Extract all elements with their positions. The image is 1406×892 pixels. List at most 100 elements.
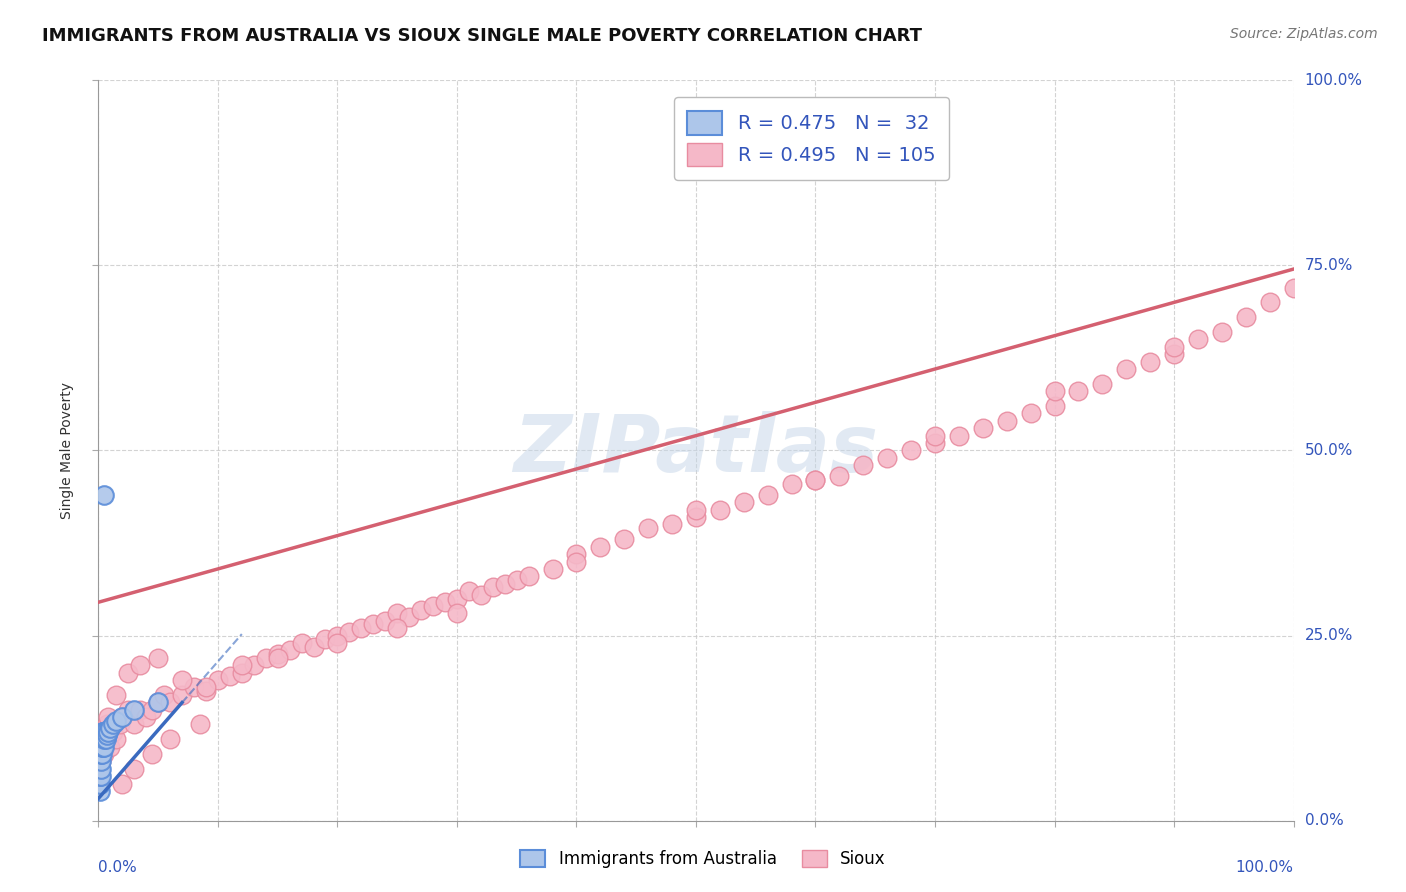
Point — [91, 739, 114, 754]
Point — [91, 739, 114, 754]
Point — [1091, 376, 1114, 391]
Point — [494, 576, 516, 591]
Point — [153, 688, 176, 702]
Point — [385, 607, 409, 621]
Point — [756, 488, 779, 502]
Point — [94, 724, 117, 739]
Point — [108, 717, 131, 731]
Text: ZIPatlas: ZIPatlas — [513, 411, 879, 490]
Point — [101, 724, 124, 739]
Point — [129, 658, 152, 673]
Point — [267, 647, 290, 661]
Point — [350, 621, 373, 635]
Point — [97, 710, 120, 724]
Point — [105, 688, 128, 702]
Legend: Immigrants from Australia, Sioux: Immigrants from Australia, Sioux — [513, 843, 893, 875]
Point — [93, 747, 115, 761]
Point — [302, 640, 325, 654]
Point — [1043, 384, 1066, 399]
Point — [506, 573, 529, 587]
Point — [363, 617, 385, 632]
Point — [93, 732, 115, 747]
Point — [188, 717, 211, 731]
Point — [94, 732, 117, 747]
Point — [291, 636, 314, 650]
Point — [446, 607, 468, 621]
Point — [90, 769, 112, 783]
Point — [685, 510, 707, 524]
Point — [804, 473, 827, 487]
Point — [924, 428, 946, 442]
Point — [326, 628, 349, 642]
Point — [243, 658, 266, 673]
Point — [470, 588, 492, 602]
Point — [231, 665, 253, 680]
Point — [91, 732, 114, 747]
Point — [117, 665, 139, 680]
Point — [1187, 332, 1209, 346]
Point — [111, 776, 134, 791]
Point — [924, 436, 946, 450]
Point — [481, 581, 505, 595]
Point — [1258, 295, 1281, 310]
Point — [804, 473, 827, 487]
Point — [91, 739, 114, 754]
Point — [326, 636, 349, 650]
Point — [1234, 310, 1257, 325]
Point — [135, 710, 157, 724]
Point — [90, 762, 112, 776]
Point — [91, 724, 114, 739]
Point — [685, 502, 707, 516]
Point — [148, 695, 170, 709]
Point — [422, 599, 444, 613]
Text: Source: ZipAtlas.com: Source: ZipAtlas.com — [1230, 27, 1378, 41]
Point — [93, 724, 115, 739]
Text: 75.0%: 75.0% — [1305, 258, 1353, 273]
Point — [565, 547, 588, 561]
Point — [89, 755, 111, 769]
Point — [91, 724, 114, 739]
Point — [1139, 354, 1161, 368]
Point — [117, 703, 139, 717]
Point — [101, 717, 124, 731]
Point — [1211, 325, 1233, 339]
Point — [93, 739, 115, 754]
Point — [141, 747, 163, 761]
Text: 25.0%: 25.0% — [1305, 628, 1353, 643]
Text: 0.0%: 0.0% — [1305, 814, 1343, 828]
Point — [172, 688, 194, 702]
Point — [709, 502, 731, 516]
Point — [374, 614, 396, 628]
Point — [339, 624, 361, 639]
Point — [541, 562, 564, 576]
Point — [148, 650, 170, 665]
Point — [411, 602, 433, 616]
Point — [91, 747, 114, 761]
Point — [124, 703, 146, 717]
Point — [111, 710, 134, 724]
Point — [1019, 407, 1042, 421]
Point — [90, 747, 112, 761]
Point — [995, 414, 1018, 428]
Point — [434, 595, 457, 609]
Point — [637, 521, 659, 535]
Point — [900, 443, 922, 458]
Point — [111, 710, 134, 724]
Point — [207, 673, 229, 687]
Point — [96, 729, 118, 743]
Point — [613, 533, 636, 547]
Point — [780, 476, 803, 491]
Text: 100.0%: 100.0% — [1236, 860, 1294, 874]
Point — [98, 739, 122, 754]
Point — [517, 569, 540, 583]
Point — [172, 673, 194, 687]
Point — [124, 717, 146, 731]
Point — [90, 755, 112, 769]
Point — [89, 762, 111, 776]
Point — [1282, 280, 1305, 294]
Point — [89, 784, 111, 798]
Point — [1163, 340, 1185, 354]
Text: 50.0%: 50.0% — [1305, 443, 1353, 458]
Point — [852, 458, 875, 473]
Point — [398, 610, 420, 624]
